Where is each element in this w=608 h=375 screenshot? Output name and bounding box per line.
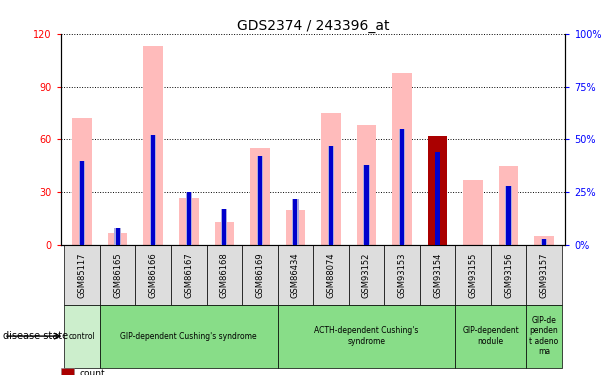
Text: GSM93153: GSM93153	[398, 252, 407, 298]
Text: GIP-de
penden
t adeno
ma: GIP-de penden t adeno ma	[530, 316, 559, 356]
Text: GSM86166: GSM86166	[149, 252, 157, 298]
Bar	[293, 199, 297, 245]
Text: control: control	[69, 332, 95, 340]
Bar	[221, 209, 227, 245]
Bar	[455, 305, 527, 368]
Bar	[257, 156, 263, 245]
Text: GSM86165: GSM86165	[113, 252, 122, 298]
Bar	[72, 118, 92, 245]
Bar	[392, 72, 412, 245]
Bar	[329, 146, 333, 245]
Bar	[64, 305, 100, 368]
Bar	[384, 245, 420, 305]
Bar	[207, 245, 242, 305]
Text: disease state: disease state	[3, 331, 68, 341]
Bar	[455, 245, 491, 305]
Bar	[250, 148, 269, 245]
Text: GSM93155: GSM93155	[469, 252, 477, 298]
Bar	[506, 186, 511, 245]
Bar	[185, 192, 192, 245]
Bar	[286, 210, 305, 245]
Bar	[328, 146, 334, 245]
Text: GSM86434: GSM86434	[291, 252, 300, 298]
Bar	[187, 192, 191, 245]
Bar	[363, 165, 370, 245]
Bar	[215, 222, 234, 245]
Bar	[108, 233, 128, 245]
Bar	[179, 198, 198, 245]
Text: GIP-dependent
nodule: GIP-dependent nodule	[463, 326, 519, 346]
Bar	[278, 305, 455, 368]
Bar	[420, 245, 455, 305]
Text: GSM93154: GSM93154	[433, 252, 442, 298]
Bar	[428, 136, 447, 245]
Bar	[313, 245, 348, 305]
Bar	[541, 239, 547, 245]
Text: GSM93152: GSM93152	[362, 252, 371, 298]
Bar	[64, 245, 100, 305]
Bar	[151, 135, 155, 245]
Text: GSM86169: GSM86169	[255, 252, 264, 298]
Bar	[527, 245, 562, 305]
Bar	[364, 165, 368, 245]
Text: GSM88074: GSM88074	[326, 252, 336, 298]
Bar	[222, 209, 226, 245]
Text: GSM86168: GSM86168	[219, 252, 229, 298]
Bar	[534, 236, 554, 245]
Bar	[100, 245, 136, 305]
Bar	[400, 129, 404, 245]
Text: GSM93157: GSM93157	[540, 252, 548, 298]
Bar	[463, 180, 483, 245]
Bar	[527, 305, 562, 368]
Bar	[171, 245, 207, 305]
Bar	[136, 245, 171, 305]
Bar	[143, 46, 163, 245]
Bar	[258, 156, 262, 245]
Bar	[357, 125, 376, 245]
Bar	[499, 166, 519, 245]
Bar	[542, 239, 546, 245]
Bar	[491, 245, 527, 305]
Bar	[399, 129, 405, 245]
Bar	[321, 113, 340, 245]
Bar	[114, 228, 121, 245]
Bar	[100, 305, 278, 368]
Bar	[150, 135, 156, 245]
Text: GSM93156: GSM93156	[504, 252, 513, 298]
Bar	[79, 160, 85, 245]
Bar	[292, 199, 299, 245]
Bar	[505, 186, 512, 245]
Text: GIP-dependent Cushing's syndrome: GIP-dependent Cushing's syndrome	[120, 332, 257, 340]
Text: ACTH-dependent Cushing's
syndrome: ACTH-dependent Cushing's syndrome	[314, 326, 419, 346]
Bar	[242, 245, 278, 305]
Bar	[278, 245, 313, 305]
Text: count: count	[79, 369, 105, 375]
Bar	[80, 160, 85, 245]
Bar	[116, 228, 120, 245]
Title: GDS2374 / 243396_at: GDS2374 / 243396_at	[237, 19, 389, 33]
Text: GSM85117: GSM85117	[78, 252, 86, 298]
Text: GSM86167: GSM86167	[184, 252, 193, 298]
Bar	[435, 152, 440, 245]
Bar	[348, 245, 384, 305]
